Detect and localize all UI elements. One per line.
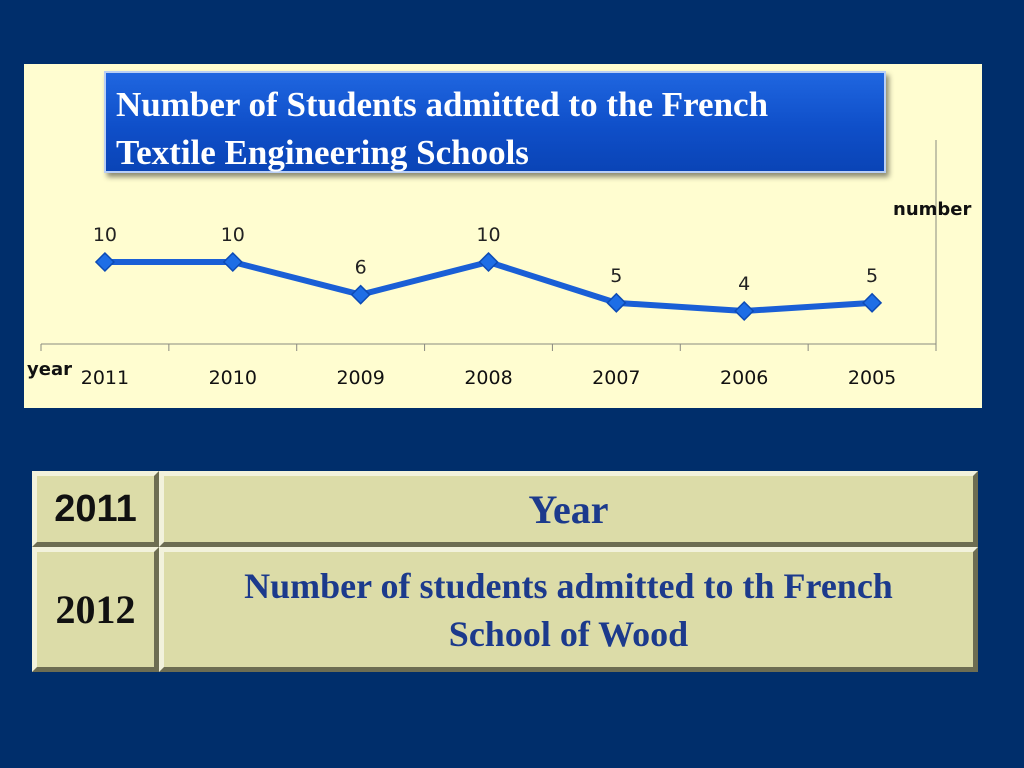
chart-plot: 10 2011 10 2010 6 2009 10 2008 5 2007 4 2006 5 2005 [40,140,937,389]
table-row-label: 2012 [55,587,136,632]
table-cell-description: Number of students admitted to th French… [159,547,978,672]
data-label: 6 [355,257,367,279]
x-axis-label: year [27,359,72,380]
x-tick-label: 2006 [720,367,768,389]
data-label: 4 [738,273,750,295]
data-point-marker [862,292,883,313]
data-point-marker [350,284,371,305]
data-point-marker [606,292,627,313]
x-tick-label: 2007 [592,367,640,389]
data-point-marker [94,251,115,273]
data-label: 5 [610,265,622,287]
y-axis-label: number [893,199,972,220]
chart-title-box: Number of Students admitted to the Frenc… [104,71,886,173]
x-tick-label: 2008 [464,367,512,389]
data-label: 5 [866,265,878,287]
x-tick-label: 2009 [336,367,384,389]
data-label: 10 [221,224,245,246]
table-row-label: 2011 [54,487,137,530]
table-cell-year: Year [159,471,978,547]
data-point-marker [222,251,243,273]
data-label: 10 [476,224,500,246]
x-tick-label: 2005 [848,367,896,389]
x-tick-label: 2010 [209,367,257,389]
data-point-marker [478,251,499,273]
table-row-text: Year [528,486,609,532]
data-point-marker [734,300,755,322]
data-label: 10 [93,224,117,246]
chart-title: Number of Students admitted to the Frenc… [116,85,769,172]
table-cell-2012: 2012 [32,547,159,672]
chart-panel: 10 2011 10 2010 6 2009 10 2008 5 2007 4 2006 5 2005 N… [24,64,982,408]
table-cell-2011: 2011 [32,471,159,547]
x-tick-label: 2011 [81,367,129,389]
table-row-text: Number of students admitted to th French… [244,565,893,654]
